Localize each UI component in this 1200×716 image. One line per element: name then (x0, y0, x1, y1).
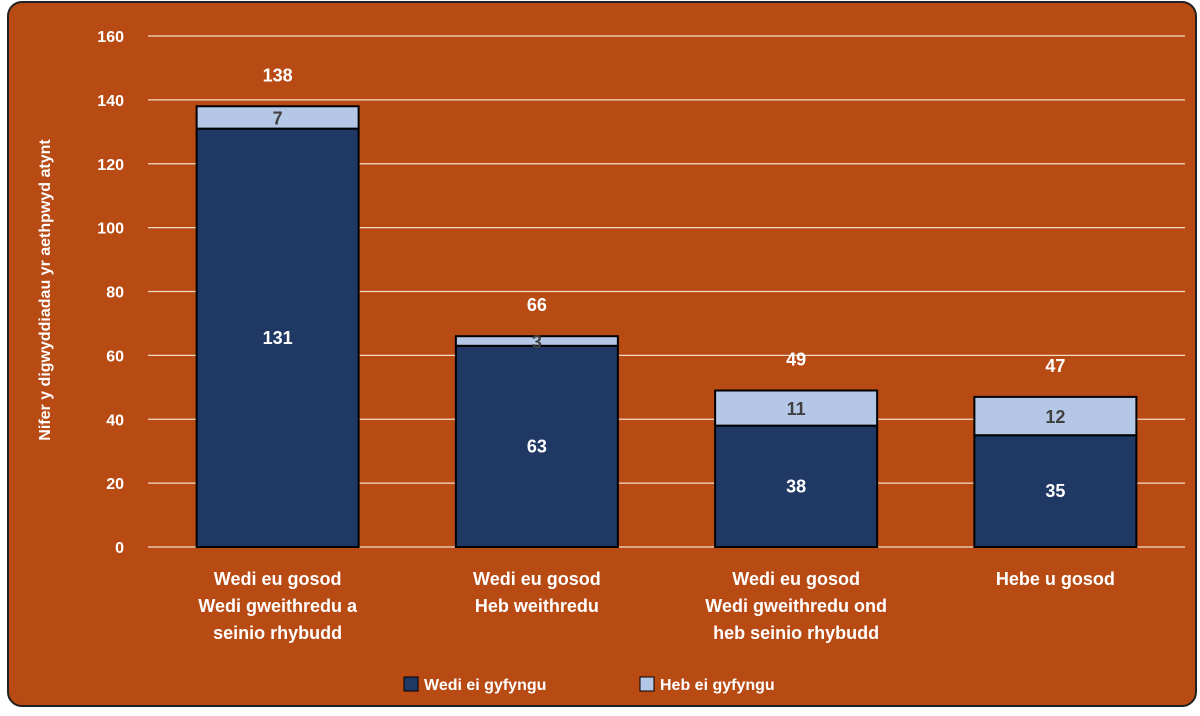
bar-segment-heb-ei-gyfyngu (714, 389, 879, 427)
y-tick-label: 140 (97, 93, 124, 110)
x-tick-label: heb seinio rhybudd (713, 623, 879, 643)
data-label-total: 138 (263, 65, 293, 85)
bar-segment-wedi-ei-gyfyngu (454, 344, 619, 549)
data-label-dark: 35 (1045, 481, 1065, 501)
x-tick-label: Hebe u gosod (996, 569, 1115, 589)
x-tick-label: Wedi gweithredu ond (705, 596, 887, 616)
data-labels: 131 7 138 63 3 66 38 11 49 35 12 47 (263, 65, 1066, 501)
bar-segment-wedi-ei-gyfyngu (973, 434, 1138, 548)
y-tick-label: 0 (115, 540, 124, 557)
x-tick-label: Wedi eu gosod (214, 569, 342, 589)
x-tick-label: seinio rhybudd (213, 623, 342, 643)
bar-segment-wedi-ei-gyfyngu (714, 424, 879, 549)
x-tick-label: Wedi gweithredu a (198, 596, 358, 616)
legend-swatch-series-1 (403, 676, 419, 692)
data-label-light: 12 (1045, 407, 1065, 427)
bar-segment-heb-ei-gyfyngu (454, 335, 619, 347)
y-tick-label: 160 (97, 29, 124, 46)
y-tick-label: 40 (106, 412, 124, 429)
data-label-dark: 131 (263, 328, 293, 348)
y-tick-label: 120 (97, 157, 124, 174)
bar-segment-heb-ei-gyfyngu (973, 395, 1138, 437)
y-tick-label: 60 (106, 348, 124, 365)
y-axis-label: Nifer y digwyddiadau yr aethpwyd atynt (37, 139, 54, 441)
x-tick-label: Wedi eu gosod (473, 569, 601, 589)
y-tick-labels: 0 20 40 60 80 100 120 140 160 (97, 29, 124, 557)
x-tick-label: Heb weithredu (475, 596, 599, 616)
bar-segment-wedi-ei-gyfyngu (195, 127, 360, 548)
y-tick-label: 100 (97, 221, 124, 238)
y-tick-label: 80 (106, 285, 124, 302)
data-label-dark: 38 (786, 476, 806, 496)
data-label-light: 7 (273, 108, 283, 128)
data-label-total: 49 (786, 350, 806, 370)
x-tick-labels: Wedi eu gosod Wedi gweithredu a seinio rhy… (198, 569, 1115, 643)
legend-label-series-2: Heb ei gyfyngu (660, 677, 775, 694)
data-label-total: 47 (1045, 356, 1065, 376)
x-tick-label: Wedi eu gosod (732, 569, 860, 589)
legend-swatch-series-2 (639, 676, 655, 692)
data-label-light: 3 (532, 332, 542, 352)
bar-segment-heb-ei-gyfyngu (195, 105, 360, 130)
bars (195, 105, 1138, 549)
legend: Wedi ei gyfyngu Heb ei gyfyngu (403, 676, 775, 694)
legend-label-series-1: Wedi ei gyfyngu (424, 677, 546, 694)
data-label-total: 66 (527, 295, 547, 315)
y-tick-label: 20 (106, 476, 124, 493)
data-label-dark: 63 (527, 436, 547, 456)
data-label-light: 11 (787, 399, 806, 419)
